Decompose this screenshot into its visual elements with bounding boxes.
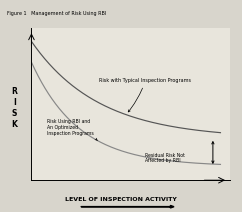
- Text: Risk Using RBI and
An Optimized
Inspection Programs: Risk Using RBI and An Optimized Inspecti…: [46, 119, 97, 140]
- Text: Residual Risk Not
Affected by RBI: Residual Risk Not Affected by RBI: [145, 153, 185, 163]
- Text: Figure 1   Management of Risk Using RBI: Figure 1 Management of Risk Using RBI: [7, 11, 107, 16]
- Text: LEVEL OF INSPECTION ACTIVITY: LEVEL OF INSPECTION ACTIVITY: [65, 197, 177, 202]
- Text: Risk with Typical Inspection Programs: Risk with Typical Inspection Programs: [99, 78, 191, 112]
- Text: R
I
S
K: R I S K: [12, 87, 17, 129]
